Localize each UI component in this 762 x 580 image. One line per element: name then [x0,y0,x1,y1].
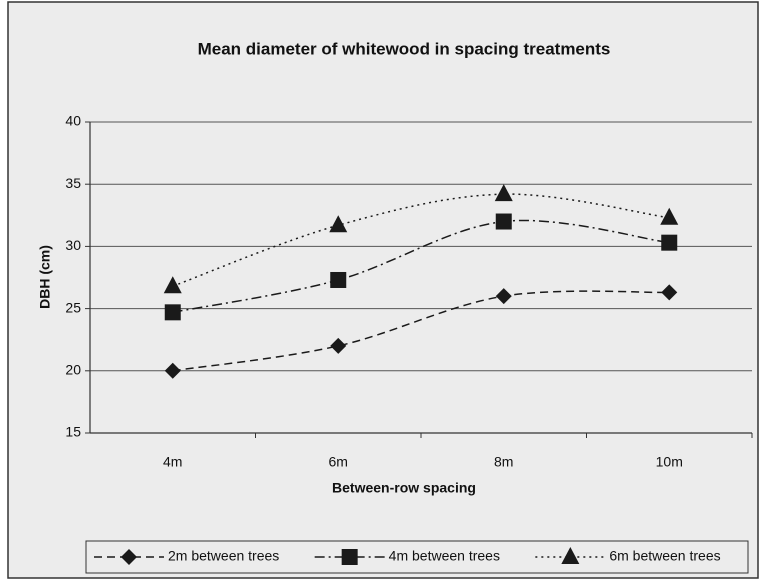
marker-square [495,213,512,230]
series-line [172,290,670,372]
marker-diamond [164,362,181,379]
y-tick-label: 20 [65,362,81,378]
x-tick-label: 10m [656,454,683,470]
marker-square [330,271,347,288]
x-tick-label: 8m [494,454,513,470]
legend-marker [341,549,358,565]
marker-triangle [494,184,513,202]
x-tick-label: 6m [329,454,348,470]
y-tick-label: 40 [65,113,81,129]
legend-label: 4m between trees [389,548,500,564]
x-tick-label: 4m [163,454,182,470]
marker-diamond [495,288,512,305]
legend-label: 2m between trees [168,548,279,564]
marker-triangle [329,215,348,233]
chart-frame [7,1,759,579]
y-tick-label: 15 [65,424,81,440]
legend-box [85,540,749,574]
marker-triangle [660,207,679,225]
series-line [172,219,670,314]
y-tick-label: 35 [65,175,81,191]
legend-label: 6m between trees [609,548,720,564]
chart-title: Mean diameter of whitewood in spacing tr… [198,39,611,58]
marker-triangle [163,276,182,294]
x-axis-title: Between-row spacing [332,480,476,496]
marker-diamond [661,284,678,301]
marker-diamond [330,337,347,354]
marker-square [164,304,181,321]
y-tick-label: 25 [65,299,81,315]
y-tick-label: 30 [65,237,81,253]
legend-marker [121,549,137,565]
y-axis-title: DBH (cm) [37,245,53,309]
legend-marker [561,547,580,564]
marker-square [661,234,678,251]
